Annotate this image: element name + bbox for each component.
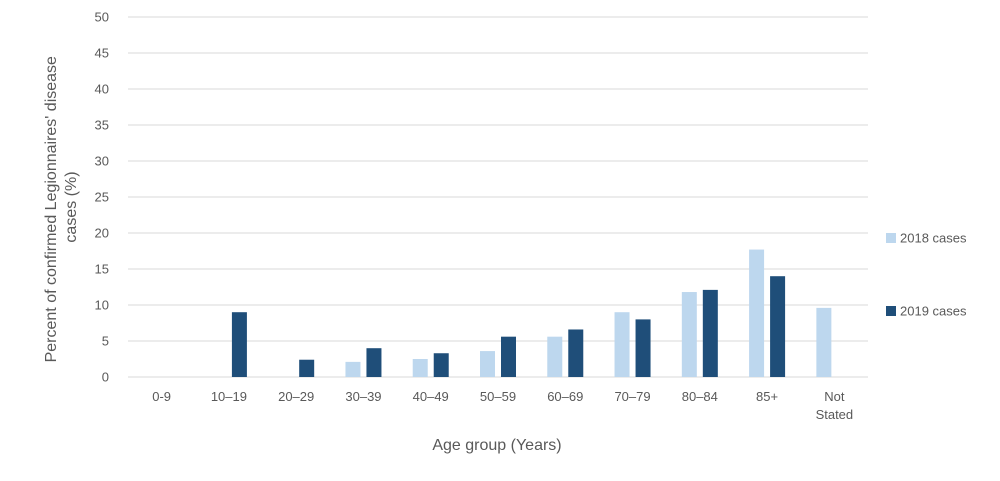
y-tick-label: 15	[95, 262, 109, 277]
y-tick-label: 35	[95, 118, 109, 133]
x-tick-label: 0-9	[152, 389, 171, 404]
y-tick-label: 20	[95, 226, 109, 241]
x-tick-label: Not Stated	[816, 389, 854, 422]
legend-swatch	[886, 306, 896, 316]
y-tick-label: 30	[95, 154, 109, 169]
y-tick-label: 40	[95, 82, 109, 97]
bar-2019-cases-6	[568, 329, 584, 377]
bar-2019-cases-8	[702, 289, 718, 377]
bar-2018-cases-6	[547, 336, 563, 377]
legend-item: 2019 cases	[886, 304, 967, 319]
y-tick-label: 25	[95, 190, 109, 205]
x-axis-ticks: 0-9 10–19 20–29 30–39 40–49 50–59 60–69 70–79 80…	[152, 389, 853, 422]
x-tick-label: 30–39	[345, 389, 381, 404]
y-tick-label: 0	[102, 370, 109, 385]
bar-2018-cases-10	[816, 307, 832, 377]
x-tick-label: 80–84	[682, 389, 718, 404]
x-tick-label: 60–69	[547, 389, 583, 404]
x-tick-label: 85+	[756, 389, 778, 404]
legend-label: 2018 cases	[900, 231, 967, 246]
bar-2019-cases-4	[433, 353, 449, 377]
bar-2018-cases-9	[749, 249, 765, 377]
legend-swatch	[886, 233, 896, 243]
y-axis-title-line-2: cases (%)	[63, 171, 80, 242]
gridlines	[128, 16, 868, 378]
bar-2019-cases-2	[299, 359, 315, 377]
bar-2019-cases-3	[366, 348, 382, 377]
bar-2019-cases-9	[770, 276, 786, 377]
legend: 2018 cases 2019 cases	[886, 231, 967, 319]
y-tick-label: 50	[95, 10, 109, 25]
x-axis-title: Age group (Years)	[432, 437, 561, 454]
x-tick-label: 50–59	[480, 389, 516, 404]
y-axis-title-line-1: Percent of confirmed Legionnaires' disea…	[43, 56, 60, 362]
bar-2018-cases-7	[614, 312, 630, 377]
legend-label: 2019 cases	[900, 304, 967, 319]
bar-2018-cases-5	[480, 351, 495, 377]
bars	[231, 249, 832, 377]
y-tick-label: 45	[95, 46, 109, 61]
bar-2019-cases-5	[501, 336, 516, 377]
bar-2018-cases-8	[681, 292, 697, 377]
bar-2018-cases-4	[412, 359, 428, 377]
y-tick-label: 5	[102, 334, 109, 349]
legend-item: 2018 cases	[886, 231, 967, 246]
x-tick-label: 10–19	[211, 389, 247, 404]
y-axis-ticks: 0 5 10 15 20 25 30 35 40 45 50	[95, 10, 109, 385]
y-tick-label: 10	[95, 298, 109, 313]
bar-2018-cases-3	[345, 361, 361, 377]
bar-2019-cases-1	[231, 312, 247, 377]
x-tick-label: 40–49	[413, 389, 449, 404]
bar-2019-cases-7	[635, 319, 651, 377]
x-tick-label: 70–79	[614, 389, 650, 404]
x-tick-label: 20–29	[278, 389, 314, 404]
y-axis-title: Percent of confirmed Legionnaires' disea…	[43, 52, 80, 363]
